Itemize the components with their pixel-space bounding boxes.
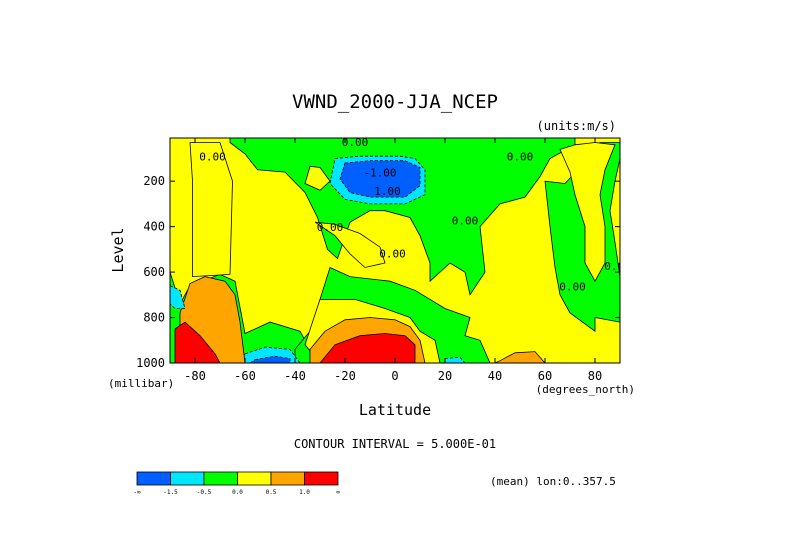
legend-label: -1.5 bbox=[163, 489, 178, 496]
x-axis-label: Latitude bbox=[359, 401, 431, 419]
x-tick-label: 60 bbox=[538, 369, 552, 383]
legend-swatch bbox=[203, 471, 238, 486]
contour-label: 0.00 bbox=[452, 214, 479, 227]
x-tick-label: 80 bbox=[588, 369, 602, 383]
y-axis-ticks: 200 400 600 800 1000 bbox=[136, 174, 620, 370]
y-tick-label: 1000 bbox=[136, 356, 165, 370]
y-axis-units: (millibar) bbox=[108, 377, 174, 390]
legend-label: 0.5 bbox=[266, 489, 277, 496]
x-axis-units: (degrees_north) bbox=[536, 383, 635, 396]
contour-region-mid_high bbox=[189, 142, 233, 278]
legend-label: -0.5 bbox=[197, 489, 212, 496]
contour-region-mid_high bbox=[559, 142, 616, 283]
x-tick-label: 20 bbox=[438, 369, 452, 383]
contour-label: 0.00 bbox=[559, 280, 586, 293]
contour-label: 0.00 bbox=[507, 151, 534, 164]
legend-label: -∞ bbox=[133, 489, 141, 496]
x-axis-ticks: -80 -60 -40 -20 0 20 40 60 80 bbox=[184, 138, 602, 383]
legend-label: 1.0 bbox=[299, 489, 310, 496]
y-axis-label: Level bbox=[109, 227, 127, 272]
chart-title: VWND_2000-JJA_NCEP bbox=[292, 91, 498, 113]
y-tick-label: 400 bbox=[143, 220, 165, 234]
y-tick-label: 800 bbox=[143, 311, 165, 325]
x-tick-label: -80 bbox=[184, 369, 206, 383]
y-tick-label: 600 bbox=[143, 265, 165, 279]
legend-label: 0.0 bbox=[232, 489, 243, 496]
x-tick-label: -60 bbox=[234, 369, 256, 383]
contour-label: 1.00 bbox=[374, 185, 401, 198]
contour-region-pos_strong bbox=[174, 321, 221, 363]
contour-fill-layer bbox=[170, 138, 620, 363]
x-tick-label: -40 bbox=[284, 369, 306, 383]
legend-swatch bbox=[136, 471, 171, 486]
contour-region-neg bbox=[170, 285, 186, 309]
x-tick-label: 0 bbox=[391, 369, 398, 383]
contour-label: -1.00 bbox=[363, 167, 396, 180]
legend-swatch bbox=[304, 471, 339, 486]
color-legend: -∞ -1.5 -0.5 0.0 0.5 1.0 ∞ bbox=[133, 471, 340, 496]
contour-label: 0.00 bbox=[342, 136, 369, 149]
legend-label: ∞ bbox=[336, 489, 340, 496]
legend-swatch bbox=[270, 471, 305, 486]
x-tick-label: 40 bbox=[488, 369, 502, 383]
contour-interval-text: CONTOUR INTERVAL = 5.000E-01 bbox=[294, 437, 496, 451]
x-tick-label: -20 bbox=[334, 369, 356, 383]
contour-region-neg_strong bbox=[249, 355, 291, 363]
contour-region-mid_high bbox=[314, 221, 386, 268]
contour-region-neg_strong bbox=[339, 160, 421, 198]
contour-region-neg bbox=[444, 356, 466, 363]
contour-label: 0.00 bbox=[317, 221, 344, 234]
contour-label: 0.00 bbox=[604, 260, 631, 273]
contour-label: 0.00 bbox=[199, 151, 226, 164]
y-tick-label: 200 bbox=[143, 174, 165, 188]
units-label: (units:m/s) bbox=[537, 119, 616, 133]
contour-region-mid_high bbox=[304, 165, 331, 191]
legend-swatch bbox=[237, 471, 272, 486]
contour-label: 0.00 bbox=[379, 247, 406, 260]
contour-region-pos_strong bbox=[319, 333, 416, 363]
mean-longitude-text: (mean) lon:0..357.5 bbox=[490, 475, 616, 488]
legend-swatch bbox=[170, 471, 205, 486]
contour-label-layer: 0.00 0.00 -1.00 1.00 0.00 0.00 0.00 0.00 0.00 0.0… bbox=[199, 136, 631, 293]
